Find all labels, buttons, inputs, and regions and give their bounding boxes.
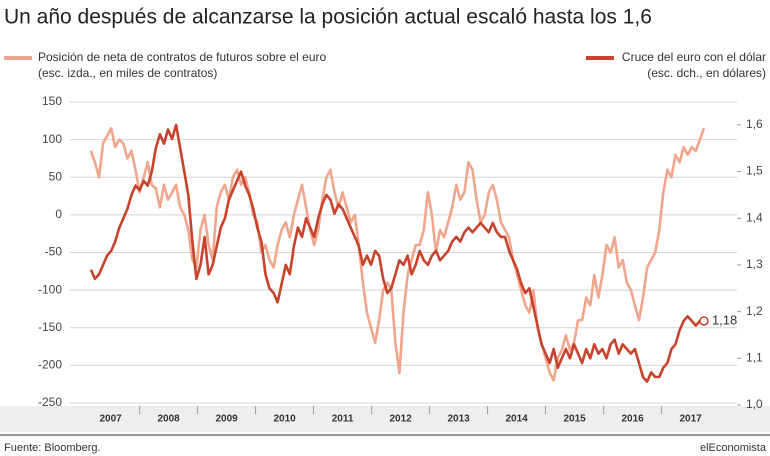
y-tick-label: -100 bbox=[38, 282, 62, 296]
x-tick-label: 2014 bbox=[505, 414, 528, 425]
y-tick-label: -250 bbox=[38, 395, 62, 409]
y-tick-label: 0 bbox=[55, 207, 62, 221]
y2-tick-label: 1,4 bbox=[746, 210, 763, 224]
line-series bbox=[89, 127, 706, 382]
x-tick-label: 2015 bbox=[563, 414, 586, 425]
y2-tick-label: 1,3 bbox=[746, 257, 763, 271]
annotation-marker bbox=[699, 316, 709, 326]
y-tick-label: 50 bbox=[49, 169, 63, 183]
legend-label: Posición de neta de contratos de futuros… bbox=[38, 50, 327, 64]
x-tick-label: 2012 bbox=[389, 414, 412, 425]
y2-tick-label: 1,5 bbox=[746, 164, 763, 178]
x-tick-label: 2007 bbox=[99, 414, 122, 425]
y-tick-label: 100 bbox=[42, 132, 62, 146]
x-tick-label: 2013 bbox=[447, 414, 470, 425]
x-tick-label: 2011 bbox=[332, 414, 354, 425]
annotation-label: 1,18 bbox=[712, 312, 737, 327]
chart-title: Un año después de alcanzarse la posición… bbox=[4, 6, 652, 29]
y-tick-label: -200 bbox=[38, 358, 62, 372]
y2-tick-label: 1,1 bbox=[746, 350, 763, 364]
y-tick-label: -150 bbox=[38, 320, 62, 334]
credit: elEconomista bbox=[700, 442, 767, 454]
y2-tick-label: 1,0 bbox=[746, 397, 763, 411]
x-tick-label: 2010 bbox=[273, 414, 296, 425]
y2-tick-label: 1,2 bbox=[746, 304, 763, 318]
x-tick-label: 2008 bbox=[157, 414, 180, 425]
legend-label: Cruce del euro con el dólar bbox=[622, 50, 766, 64]
legend-note: (esc. izda., en miles de contratos) bbox=[38, 66, 217, 80]
x-axis-band bbox=[0, 406, 770, 432]
x-tick-label: 2009 bbox=[215, 414, 238, 425]
y2-tick-label: 1,6 bbox=[746, 117, 763, 131]
legend-note: (esc. dch., en dólares) bbox=[647, 66, 766, 80]
x-tick-label: 2016 bbox=[621, 414, 644, 425]
source: Fuente: Bloomberg. bbox=[4, 442, 101, 454]
line-series bbox=[89, 123, 704, 383]
y-tick-label: -50 bbox=[45, 245, 63, 259]
y-tick-label: 150 bbox=[42, 94, 62, 108]
x-tick-label: 2017 bbox=[679, 414, 702, 425]
